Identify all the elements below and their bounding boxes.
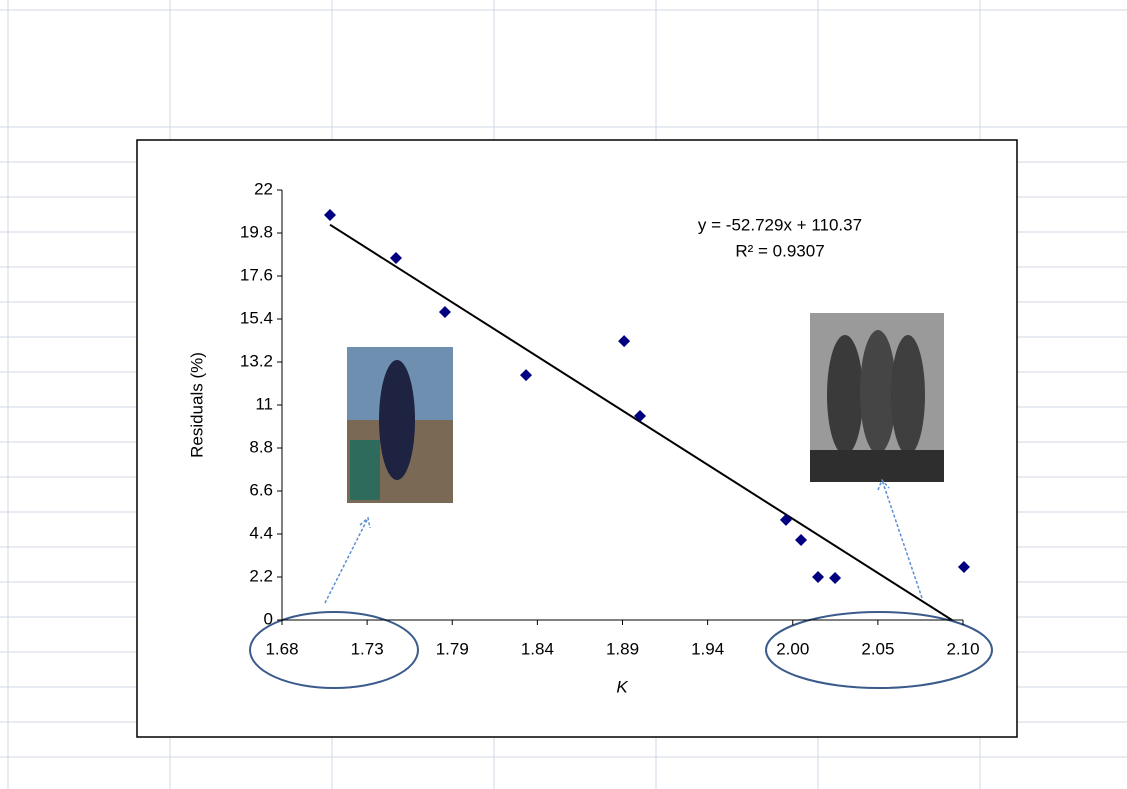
x-tick-label: 1.73 (351, 639, 384, 658)
data-point (520, 369, 533, 382)
data-point (389, 252, 402, 265)
y-tick-label: 2.2 (249, 566, 273, 585)
x-tick-label: 2.05 (861, 639, 894, 658)
data-point (323, 209, 336, 222)
x-tick-label: 1.79 (436, 639, 469, 658)
trendline (329, 223, 954, 620)
y-tick-label: 17.6 (240, 265, 273, 284)
data-point (618, 335, 631, 348)
photo-right (810, 313, 944, 482)
r-squared: R² = 0.9307 (735, 241, 824, 260)
x-tick-label: 1.89 (606, 639, 639, 658)
y-tick-label: 4.4 (249, 523, 273, 542)
y-axis-title: Residuals (%) (187, 352, 206, 458)
data-point (438, 305, 451, 318)
y-tick-label: 19.8 (240, 222, 273, 241)
data-point (795, 534, 808, 547)
x-tick-label: 1.84 (521, 639, 554, 658)
data-point (829, 571, 842, 584)
x-tick-label: 1.68 (265, 639, 298, 658)
y-tick-label: 13.2 (240, 351, 273, 370)
x-axis-title: K (616, 677, 628, 696)
y-tick-label: 22 (254, 179, 273, 198)
x-tick-label: 1.94 (691, 639, 724, 658)
highlight-ellipse (249, 611, 419, 689)
data-point (812, 571, 825, 583)
photo-left (347, 347, 453, 503)
arrows (324, 478, 923, 604)
data-point (634, 409, 647, 422)
equation: y = -52.729x + 110.37 (698, 215, 862, 234)
y-tick-label: 15.4 (240, 308, 273, 327)
y-tick-label: 8.8 (249, 437, 273, 456)
y-tick-label: 11 (255, 394, 273, 413)
x-tick-label: 2.10 (946, 639, 979, 658)
y-tick-label: 6.6 (249, 480, 273, 499)
y-tick-label: 0 (264, 609, 273, 628)
data-point (957, 561, 970, 574)
data-point (779, 513, 792, 526)
x-tick-label: 2.00 (776, 639, 809, 658)
highlight-ellipse (765, 611, 993, 689)
